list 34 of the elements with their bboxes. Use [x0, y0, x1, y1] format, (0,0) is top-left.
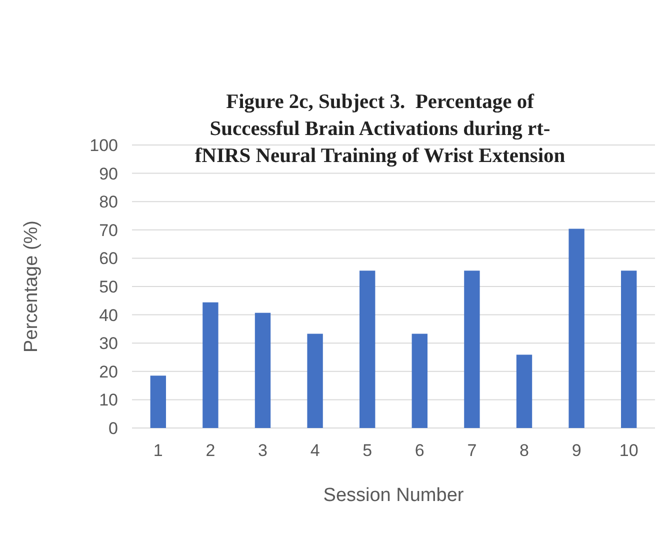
bar — [254, 312, 271, 428]
bar — [202, 302, 218, 428]
y-tick-label: 30 — [99, 334, 118, 354]
bar — [464, 270, 480, 428]
x-tick-label: 9 — [572, 441, 582, 460]
bar — [621, 270, 637, 428]
x-tick-label: 2 — [206, 441, 216, 460]
bar — [360, 270, 376, 428]
x-tick-label: 8 — [520, 441, 529, 460]
y-tick-label: 100 — [90, 136, 118, 155]
y-tick-label: 40 — [99, 306, 118, 325]
x-tick-label: 6 — [414, 441, 424, 460]
x-axis-title: Session Number — [323, 485, 464, 506]
x-tick-label: 10 — [619, 441, 638, 460]
y-tick-label: 80 — [99, 192, 118, 212]
x-tick-label: 5 — [362, 441, 372, 460]
bar — [150, 376, 166, 428]
x-tick-label: 7 — [467, 441, 477, 460]
bar — [568, 228, 584, 428]
y-tick-label: 90 — [99, 164, 118, 184]
x-tick-label: 3 — [258, 441, 268, 460]
bar — [516, 354, 532, 428]
y-tick-label: 70 — [99, 220, 118, 240]
y-tick-label: 20 — [99, 362, 118, 382]
y-tick-label: 50 — [99, 277, 118, 296]
x-tick-label: 1 — [153, 441, 163, 460]
x-tick-label: 4 — [310, 441, 320, 460]
y-tick-label: 60 — [99, 249, 118, 268]
chart-title: Figure 2c, Subject 3. Percentage of Successful Brain Activations during rt- fNIRS Neural Training of Wrist Extension — [194, 91, 566, 167]
y-axis-title: Percentage (%) — [21, 220, 42, 353]
y-tick-label: 10 — [99, 390, 118, 410]
bar — [307, 334, 323, 428]
bar — [412, 334, 428, 428]
y-tick-label: 0 — [108, 418, 118, 438]
